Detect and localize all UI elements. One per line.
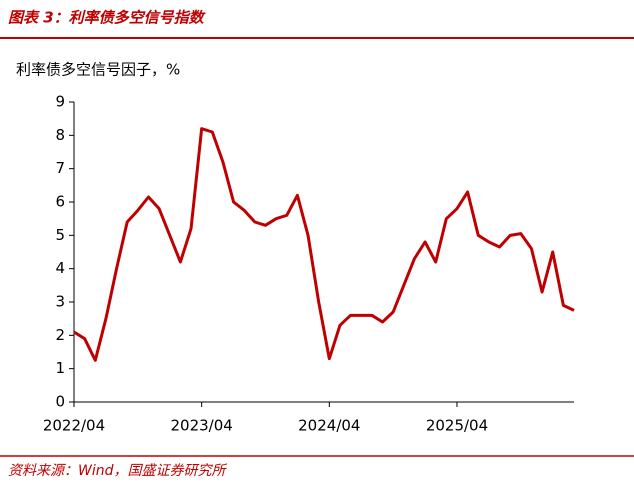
y-tick-label: 7 — [55, 159, 65, 177]
y-tick-label: 2 — [55, 326, 65, 344]
y-tick-label: 4 — [55, 259, 65, 277]
y-tick-label: 6 — [55, 193, 65, 211]
header-title: 图表 3：利率债多空信号指数 — [8, 9, 207, 27]
y-tick-label: 8 — [55, 126, 65, 144]
y-tick-label: 5 — [55, 226, 65, 244]
series-line — [73, 127, 575, 362]
x-tick-label: 2023/04 — [170, 417, 232, 435]
x-tick-label: 2022/04 — [43, 417, 105, 435]
y-tick-label: 0 — [55, 393, 65, 411]
chart-title: 利率债多空信号因子，% — [16, 61, 180, 79]
y-tick-label: 9 — [55, 93, 65, 111]
y-tick-label: 1 — [55, 359, 65, 377]
x-tick-label: 2025/04 — [426, 417, 488, 435]
x-tick-label: 2024/04 — [298, 417, 360, 435]
source-note: 资料来源：Wind，国盛证券研究所 — [8, 463, 227, 479]
y-tick-label: 3 — [55, 293, 65, 311]
